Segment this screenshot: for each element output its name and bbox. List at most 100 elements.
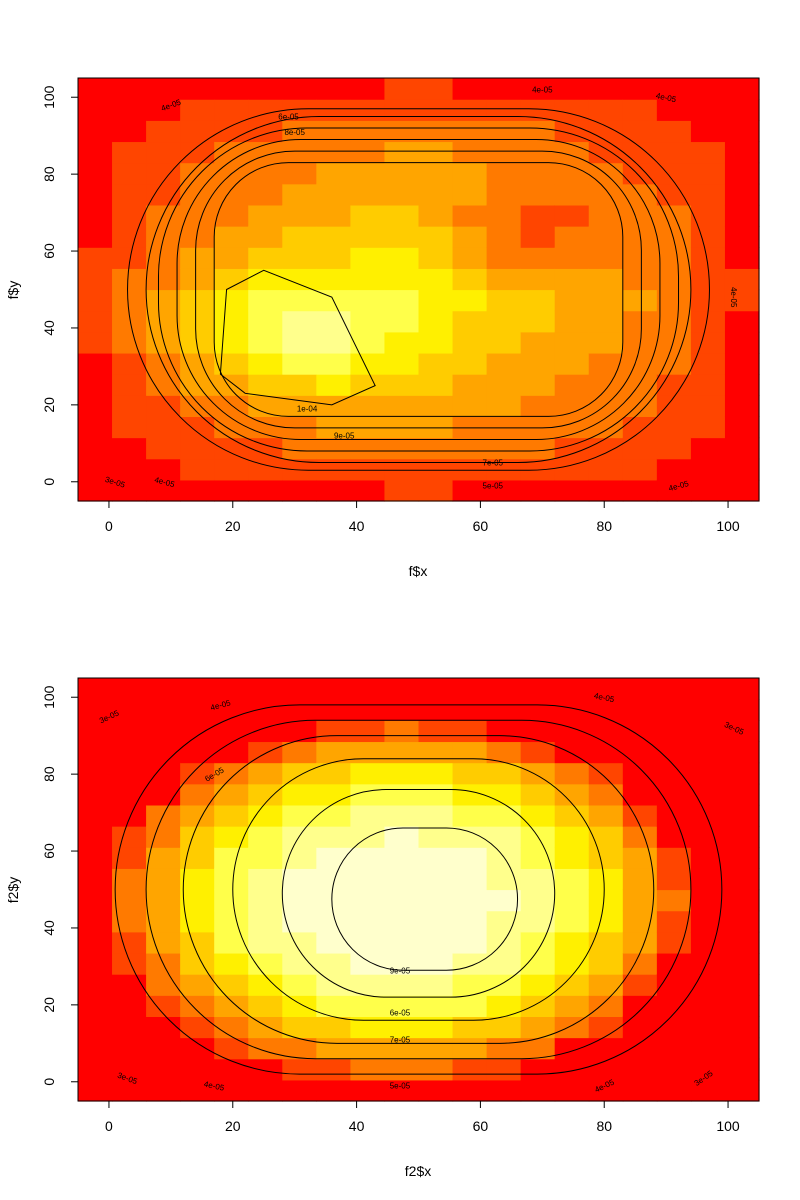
heatmap-cell: [350, 1079, 386, 1102]
heatmap-cell: [622, 352, 658, 375]
heatmap-cell: [180, 416, 215, 439]
heatmap-cell: [350, 1037, 386, 1060]
heatmap-cell: [656, 289, 692, 312]
y-tick-label: 80: [41, 766, 57, 782]
heatmap-cell: [248, 141, 283, 164]
heatmap-cell: [248, 78, 283, 100]
heatmap-cell: [418, 741, 454, 764]
heatmap-cell: [248, 826, 283, 848]
heatmap-cell: [78, 826, 113, 848]
heatmap-cell: [520, 183, 556, 206]
heatmap-cell: [418, 204, 454, 227]
heatmap-cell: [486, 99, 522, 121]
x-tick-label: 40: [349, 518, 365, 534]
heatmap-cell: [520, 352, 556, 375]
heatmap-cell: [180, 1016, 215, 1039]
contour-line: [127, 108, 710, 471]
heatmap-cell: [486, 395, 522, 417]
heatmap-cell: [214, 741, 249, 764]
heatmap-cell: [452, 352, 488, 375]
heatmap-cell: [350, 458, 386, 481]
y-tick-label: 100: [41, 685, 57, 709]
heatmap-cell: [588, 762, 624, 785]
heatmap-cell: [724, 1037, 760, 1060]
heatmap-cell: [316, 226, 351, 248]
heatmap-cell: [316, 183, 351, 206]
heatmap-cell: [588, 910, 624, 933]
heatmap-cell: [248, 910, 283, 933]
heatmap-cell: [214, 289, 249, 312]
contour-line: [176, 139, 661, 440]
heatmap-cell: [486, 268, 522, 291]
heatmap-cell: [78, 331, 113, 354]
contour-label: 4e-05: [655, 91, 677, 104]
heatmap-cell: [78, 374, 113, 396]
heatmap-cell: [248, 931, 283, 954]
heatmap-cell: [112, 847, 147, 869]
heatmap-cell: [724, 699, 760, 721]
heatmap-cell: [588, 352, 624, 375]
heatmap-cell: [452, 247, 488, 269]
heatmap-cell: [554, 847, 590, 869]
heatmap-cell: [214, 458, 249, 481]
heatmap-cell: [622, 204, 658, 227]
heatmap-cell: [282, 120, 317, 143]
heatmap-cell: [316, 479, 351, 502]
heatmap-cell: [350, 204, 386, 227]
heatmap-cell: [418, 720, 454, 743]
heatmap-cell: [316, 931, 351, 954]
heatmap-cell: [78, 931, 113, 954]
heatmap-cell: [656, 395, 692, 417]
heatmap-cell: [724, 783, 760, 806]
heatmap-cell: [656, 826, 692, 848]
heatmap-cell: [554, 162, 590, 185]
contour-line: [182, 735, 655, 1044]
heatmap-cell: [78, 437, 113, 460]
heatmap-cell: [452, 699, 488, 721]
heatmap-cell: [112, 141, 147, 164]
heatmap-cell: [214, 437, 249, 460]
heatmap-cell: [180, 352, 215, 375]
heatmap-cell: [78, 479, 113, 502]
heatmap-cell: [180, 268, 215, 291]
heatmap-cell: [248, 720, 283, 743]
heatmap-cell: [350, 868, 386, 891]
heatmap-cell: [724, 974, 760, 996]
heatmap-cell: [78, 120, 113, 143]
heatmap-cell: [622, 141, 658, 164]
heatmap-cell: [588, 78, 624, 100]
heatmap-cell: [486, 720, 522, 743]
heatmap-cell: [248, 868, 283, 891]
x-tick-label: 80: [596, 518, 612, 534]
heatmap-cell: [588, 783, 624, 806]
heatmap-cell: [690, 952, 726, 975]
heatmap-cell: [554, 974, 590, 996]
heatmap-cell: [554, 1016, 590, 1039]
heatmap-cell: [452, 741, 488, 764]
heatmap-cell: [690, 1037, 726, 1060]
heatmap-cell: [690, 847, 726, 869]
heatmap-cell: [452, 99, 488, 121]
heatmap-cell: [656, 995, 692, 1017]
heatmap-cell: [418, 889, 454, 912]
heatmap-cell: [486, 1058, 522, 1081]
heatmap-cell: [588, 374, 624, 396]
heatmap-cell: [690, 162, 726, 185]
heatmap-cell: [486, 331, 522, 354]
heatmap-cell: [724, 479, 760, 502]
heatmap-cell: [486, 141, 522, 164]
heatmap-cell: [112, 741, 147, 764]
contour-label: 6e-05: [390, 1009, 411, 1018]
heatmap-cell: [384, 974, 420, 996]
heatmap-cell: [520, 868, 556, 891]
heatmap-cell: [588, 1058, 624, 1081]
heatmap-cell: [724, 247, 760, 269]
heatmap-cell: [418, 699, 454, 721]
heatmap-cell: [554, 268, 590, 291]
heatmap-cell: [486, 931, 522, 954]
heatmap-cell: [248, 416, 283, 439]
heatmap-cell: [554, 1058, 590, 1081]
heatmap-cell: [146, 204, 181, 227]
heatmap-cell: [554, 762, 590, 785]
heatmap-cell: [452, 783, 488, 806]
